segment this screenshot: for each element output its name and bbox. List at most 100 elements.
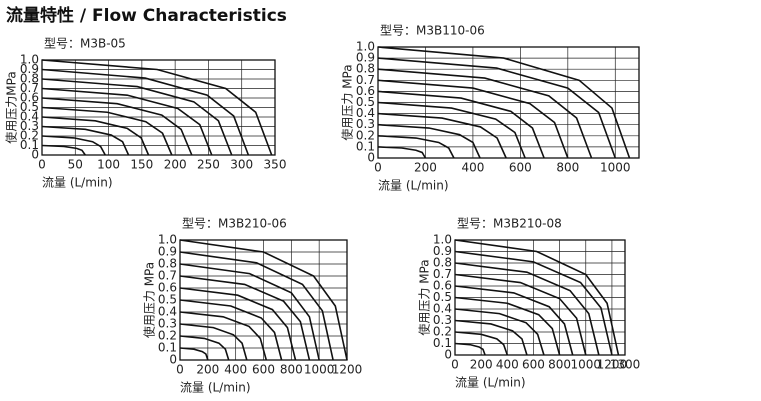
flow-curve [179,311,268,361]
y-tick-label: 0.3 [158,317,177,331]
y-tick-label: 0 [169,353,177,367]
flow-curve [377,146,427,159]
flow-curve [41,97,193,156]
y-tick-label: 0.4 [433,302,452,316]
y-tick-label: 0.8 [20,72,39,86]
y-tick-label: 0.2 [20,129,39,143]
y-tick-label: 0.1 [20,138,39,152]
x-tick-label: 600 [252,363,275,377]
flow-curve [377,68,593,159]
y-tick-label: 0.6 [20,91,39,105]
y-tick-label: 0 [444,348,452,362]
y-tick-label: 0.7 [158,269,177,283]
flow-curve [377,112,507,159]
flow-curve [377,123,481,159]
y-tick-label: 1.0 [158,233,177,247]
chart-title: 型号：M3B-05 [44,37,126,51]
y-tick-label: 0 [367,151,375,165]
flow-curve [41,87,213,156]
y-tick-label: 0.3 [356,117,375,131]
x-tick-label: 0 [451,358,459,372]
y-tick-label: 0.9 [433,244,452,258]
y-tick-label: 0.8 [433,256,452,270]
y-tick-label: 0.2 [433,325,452,339]
y-axis-label: 使用压力 MPa [340,64,355,140]
x-tick-label: 400 [461,161,484,175]
y-tick-label: 0.5 [356,95,375,109]
y-axis-label: 使用压力MPa [4,71,19,143]
y-tick-label: 0.2 [158,329,177,343]
flow-curve [454,342,486,356]
x-tick-label: 200 [414,161,437,175]
x-tick-label: 100 [97,158,120,172]
x-tick-label: 200 [164,158,187,172]
flow-curve [179,323,248,361]
flow-curve [377,90,545,159]
x-axis-label: 流量 (L/min) [42,176,113,190]
x-axis-label: 流量 (L/min) [455,376,526,390]
x-tick-label: 0 [176,363,184,377]
y-tick-label: 0.8 [356,62,375,76]
y-axis-label: 使用压力 MPa [417,259,432,335]
flow-curve [41,125,130,156]
y-tick-label: 0.4 [356,106,375,120]
flow-curve [179,335,230,361]
flow-curve [454,296,561,356]
y-tick-label: 0.9 [20,62,39,76]
y-tick-label: 0.6 [158,281,177,295]
x-tick-label: 600 [522,358,545,372]
y-tick-label: 0.6 [356,84,375,98]
x-tick-label: 0 [38,158,46,172]
x-tick-label: 400 [224,363,247,377]
chart-title: 型号：M3B110-06 [380,24,485,38]
flow-curve [377,135,455,159]
x-tick-label: 200 [196,363,219,377]
y-tick-label: 1.0 [356,40,375,54]
y-tick-label: 0 [31,148,39,162]
y-tick-label: 0.4 [20,110,39,124]
x-axis-label: 流量 (L/min) [378,179,449,193]
x-tick-label: 1200 [332,363,363,377]
x-tick-label: 600 [509,161,532,175]
x-tick-label: 1300 [610,358,641,372]
y-tick-label: 0.1 [158,341,177,355]
flow-curve [41,135,106,156]
x-tick-label: 400 [496,358,519,372]
y-tick-label: 0.7 [356,73,375,87]
x-tick-label: 50 [68,158,83,172]
x-tick-label: 1000 [304,363,335,377]
flow-curve [377,79,569,159]
y-tick-label: 0.5 [158,293,177,307]
flow-curve [41,144,86,156]
y-tick-label: 0.5 [20,100,39,114]
x-tick-label: 0 [374,161,382,175]
flow-curve [179,239,348,361]
y-tick-label: 0.6 [433,279,452,293]
x-tick-label: 800 [280,363,303,377]
y-tick-label: 0.9 [356,51,375,65]
y-tick-label: 0.2 [356,128,375,142]
x-tick-label: 800 [548,358,571,372]
y-tick-label: 0.8 [158,257,177,271]
flow-curve [179,275,311,361]
flow-curve [454,239,620,356]
flow-curve [41,116,150,156]
flow-curve [41,68,250,156]
flow-curve [454,308,545,356]
chart-title: 型号：M3B210-08 [457,217,562,231]
flow-curve [179,251,334,361]
flow-curve [41,106,173,156]
flow-curve [454,285,574,356]
x-tick-label: 1200 [597,358,628,372]
y-tick-label: 0.3 [20,119,39,133]
flow-curve [41,59,273,156]
y-tick-label: 0.4 [158,305,177,319]
x-tick-label: 300 [230,158,253,172]
flow-curve [377,101,526,159]
x-tick-label: 250 [197,158,220,172]
y-tick-label: 0.9 [158,245,177,259]
